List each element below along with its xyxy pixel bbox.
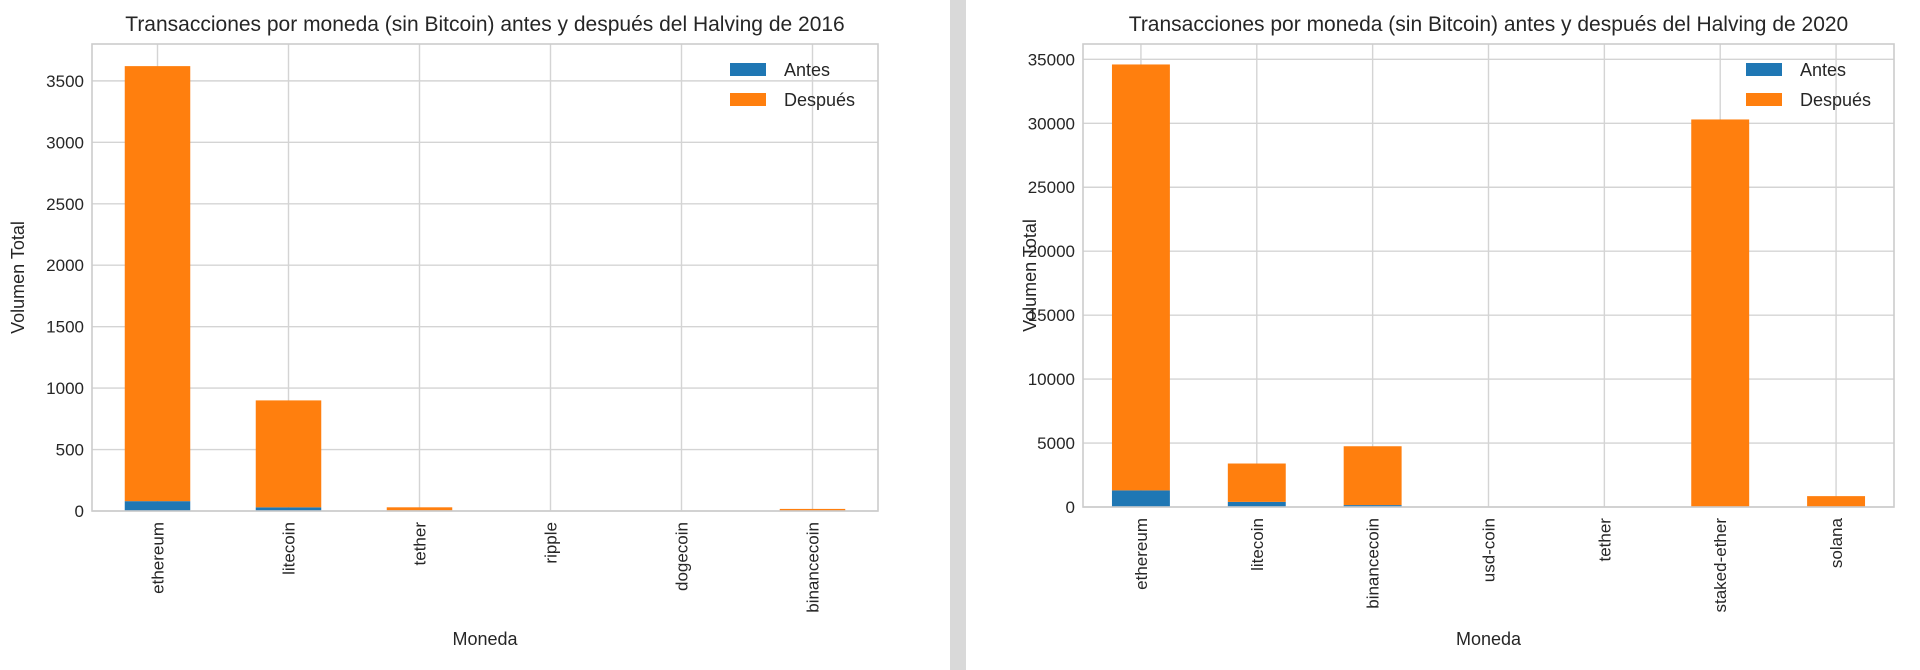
x-tick-label: staked-ether (1711, 518, 1730, 613)
y-tick-label: 2000 (46, 256, 84, 275)
bar-antes-binancecoin (1343, 505, 1402, 507)
y-tick-label: 30000 (1028, 114, 1075, 133)
x-tick-label: tether (411, 522, 430, 566)
bar-antes-litecoin (1227, 501, 1286, 507)
bar-antes-litecoin (255, 507, 322, 511)
chart-panel-2016: Transacciones por moneda (sin Bitcoin) a… (0, 0, 950, 670)
legend-label: Después (784, 90, 855, 110)
bar-despu-s-ethereum (124, 66, 191, 502)
legend-swatch-antes (730, 63, 766, 76)
legend-label: Después (1800, 90, 1871, 110)
legend-label: Antes (784, 60, 830, 80)
panel-divider (950, 0, 966, 670)
x-tick-label: binancecoin (1364, 518, 1383, 609)
plot-frame (91, 43, 879, 512)
y-tick-label: 1500 (46, 318, 84, 337)
bar-antes-ethereum (124, 501, 191, 511)
y-tick-label: 15000 (1028, 306, 1075, 325)
y-tick-label: 0 (1066, 498, 1075, 517)
y-tick-label: 500 (56, 441, 84, 460)
x-tick-label: litecoin (280, 522, 299, 575)
y-tick-label: 0 (75, 502, 84, 521)
bar-despu-s-binancecoin (1343, 446, 1402, 506)
x-tick-label: ethereum (149, 522, 168, 594)
bar-despu-s-binancecoin (779, 508, 846, 511)
bar-despu-s-litecoin (1227, 463, 1286, 502)
chart-panel-2020: Transacciones por moneda (sin Bitcoin) a… (966, 0, 1920, 670)
y-tick-label: 20000 (1028, 242, 1075, 261)
y-tick-label: 10000 (1028, 370, 1075, 389)
legend-swatch-despu-s (1746, 93, 1782, 106)
y-tick-label: 3500 (46, 72, 84, 91)
x-axis-label: Moneda (1456, 629, 1522, 649)
chart-title: Transacciones por moneda (sin Bitcoin) a… (1129, 13, 1848, 36)
x-tick-label: usd-coin (1480, 518, 1499, 582)
y-tick-label: 3000 (46, 133, 84, 152)
legend-swatch-antes (1746, 63, 1782, 76)
x-tick-label: tether (1595, 518, 1614, 562)
bar-despu-s-litecoin (255, 400, 322, 508)
y-tick-label: 5000 (1037, 434, 1075, 453)
bar-despu-s-staked-ether (1691, 119, 1750, 507)
chart-2020-svg: Transacciones por moneda (sin Bitcoin) a… (1020, 13, 1895, 649)
chart-title: Transacciones por moneda (sin Bitcoin) a… (125, 13, 844, 36)
y-tick-label: 35000 (1028, 50, 1075, 69)
x-tick-label: litecoin (1248, 518, 1267, 571)
bar-despu-s-tether (386, 507, 453, 511)
legend-label: Antes (1800, 60, 1846, 80)
y-tick-label: 25000 (1028, 178, 1075, 197)
chart-2016-svg: Transacciones por moneda (sin Bitcoin) a… (8, 13, 879, 649)
x-tick-label: binancecoin (804, 522, 823, 613)
y-tick-label: 1000 (46, 379, 84, 398)
x-tick-label: dogecoin (673, 522, 692, 591)
x-tick-label: solana (1827, 517, 1846, 568)
bar-antes-ethereum (1111, 490, 1170, 507)
x-axis-label: Moneda (452, 629, 518, 649)
bar-despu-s-ethereum (1111, 64, 1170, 491)
bar-despu-s-solana (1807, 496, 1866, 507)
legend-swatch-despu-s (730, 93, 766, 106)
plot-area (92, 44, 878, 511)
x-tick-label: ethereum (1132, 518, 1151, 590)
y-tick-label: 2500 (46, 195, 84, 214)
y-axis-label: Volumen Total (1020, 219, 1040, 332)
x-tick-label: ripple (542, 522, 561, 564)
y-axis-label: Volumen Total (8, 221, 28, 334)
plot-frame (1082, 43, 1895, 508)
